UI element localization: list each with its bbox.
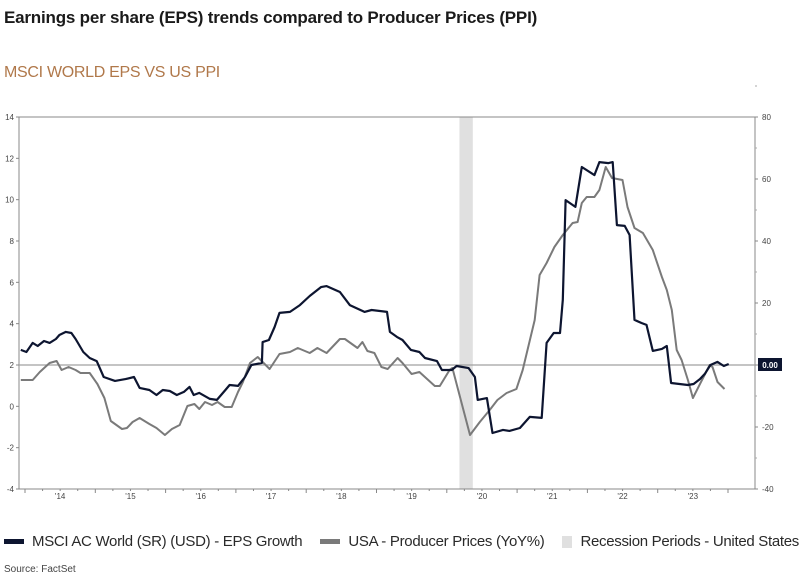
legend-swatch-ppi (320, 539, 341, 544)
right-axis-label: 60 (762, 175, 771, 184)
right-axis-label: -20 (762, 423, 774, 432)
left-axis-label: 10 (5, 196, 14, 205)
left-axis-label: 8 (10, 237, 15, 246)
x-axis-label: '21 (547, 492, 558, 501)
left-axis-label: -2 (7, 444, 15, 453)
left-axis-label: 12 (5, 154, 14, 163)
eps-growth-line (20, 161, 730, 435)
x-axis-label: '23 (688, 492, 699, 501)
right-axis-label: -40 (762, 485, 774, 494)
x-axis-label: '19 (406, 492, 417, 501)
legend-label-eps: MSCI AC World (SR) (USD) - EPS Growth (32, 533, 303, 550)
x-axis-label: '16 (196, 492, 207, 501)
right-axis-label: 80 (762, 113, 771, 122)
left-axis-label: 14 (5, 113, 14, 122)
ppi-line (20, 166, 726, 436)
left-axis-label: 0 (10, 402, 15, 411)
legend-swatch-eps (4, 539, 24, 544)
left-axis-label: 6 (10, 278, 15, 287)
x-axis-label: '22 (617, 492, 628, 501)
x-axis-label: '18 (336, 492, 347, 501)
x-axis-label: '14 (55, 492, 66, 501)
reference-label-box (758, 358, 782, 371)
right-axis-label: 20 (762, 299, 771, 308)
page-title: Earnings per share (EPS) trends compared… (4, 8, 538, 27)
left-axis-label: 4 (10, 320, 15, 329)
legend-item-ppi: USA - Producer Prices (YoY%) (320, 533, 545, 550)
legend-label-recession: Recession Periods - United States (580, 533, 799, 550)
x-axis-label: '17 (266, 492, 277, 501)
legend-label-ppi: USA - Producer Prices (YoY%) (348, 533, 545, 550)
chart-subtitle: MSCI WORLD EPS VS US PPI (4, 64, 220, 81)
legend-swatch-recession (562, 535, 573, 548)
legend-item-recession: Recession Periods - United States (562, 533, 799, 550)
x-axis-label: '15 (125, 492, 136, 501)
right-axis-label: 40 (762, 237, 771, 246)
chart-legend: MSCI AC World (SR) (USD) - EPS Growth US… (4, 533, 800, 550)
left-axis-label: -4 (7, 485, 15, 494)
legend-item-eps: MSCI AC World (SR) (USD) - EPS Growth (4, 533, 303, 550)
recession-band (459, 117, 473, 489)
reference-label: 0.00 (762, 361, 778, 370)
source-note: Source: FactSet (4, 564, 76, 575)
left-axis-label: 2 (10, 361, 15, 370)
x-axis-label: '20 (477, 492, 488, 501)
